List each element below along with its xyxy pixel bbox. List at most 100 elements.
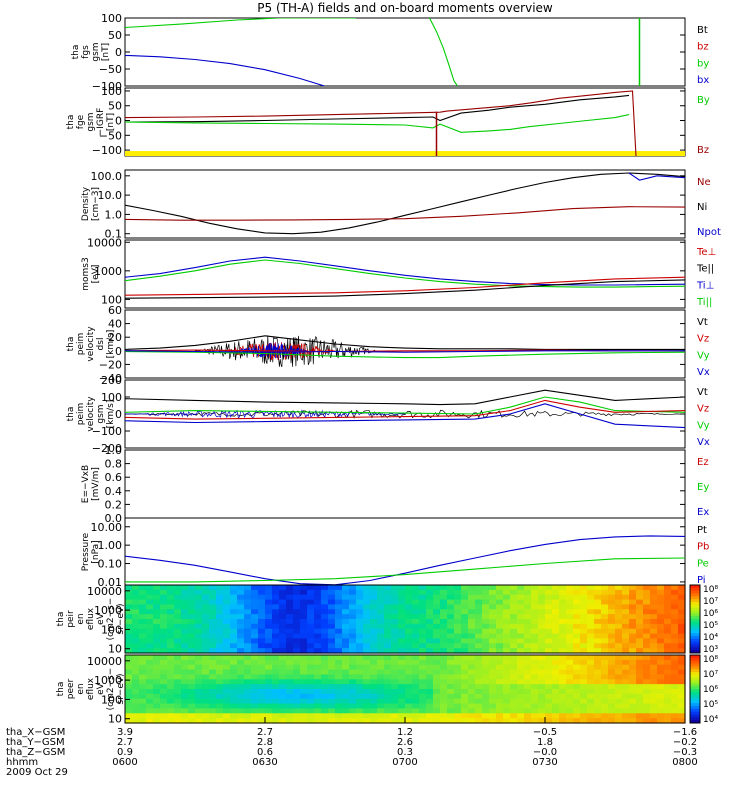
- spectrogram-cell: [293, 718, 301, 724]
- spectrogram-cell: [132, 679, 140, 685]
- spectrogram-cell: [615, 655, 623, 661]
- spectrogram-cell: [223, 684, 231, 690]
- spectrogram-cell: [139, 589, 147, 596]
- spectrogram-cell: [426, 674, 434, 680]
- spectrogram-cell: [195, 599, 203, 606]
- spectrogram-cell: [545, 619, 553, 625]
- spectrogram-cell: [580, 679, 588, 685]
- spectrogram-cell: [657, 669, 665, 676]
- spectrogram-cell: [125, 589, 133, 596]
- spectrogram-cell: [580, 638, 588, 644]
- spectrogram-cell: [384, 659, 392, 666]
- spectrogram-cell: [202, 693, 210, 700]
- panel-frame: [124, 169, 686, 239]
- spectrogram-cell: [524, 703, 532, 710]
- spectrogram-cell: [181, 638, 189, 644]
- spectrogram-cell: [286, 689, 294, 695]
- spectrogram-cell: [377, 623, 385, 630]
- spectrogram-cell: [426, 679, 434, 685]
- spectrogram-cell: [188, 659, 196, 666]
- spectrogram-cell: [531, 604, 539, 610]
- spectrogram-cell: [209, 718, 217, 724]
- spectrogram-cell: [321, 604, 329, 610]
- spectrogram-cell: [559, 638, 567, 644]
- spectrogram-cell: [475, 623, 483, 630]
- spectrogram-cell: [454, 609, 462, 615]
- y-tick-label: 50: [108, 100, 122, 113]
- spectrogram-cell: [601, 628, 609, 635]
- spectrogram-cell: [545, 674, 553, 680]
- spectrogram-cell: [160, 684, 168, 690]
- spectrogram-cell: [321, 693, 329, 700]
- spectrogram-cell: [363, 664, 371, 671]
- spectrogram-cell: [636, 718, 644, 724]
- spectrogram-cell: [664, 628, 672, 635]
- spectrogram-cell: [223, 659, 231, 666]
- spectrogram-cell: [139, 623, 147, 630]
- spectrogram-cell: [671, 713, 679, 719]
- y-tick-label: 0: [115, 115, 122, 128]
- spectrogram-cell: [237, 614, 245, 620]
- spectrogram-cell: [629, 628, 637, 635]
- spectrogram-cell: [566, 718, 574, 724]
- spectrogram-cell: [524, 604, 532, 610]
- spectrogram-cell: [167, 604, 175, 610]
- spectrogram-cell: [272, 609, 280, 615]
- spectrogram-cell: [552, 633, 560, 640]
- legend-bx: bx: [697, 75, 709, 86]
- spectrogram-cell: [181, 718, 189, 724]
- spectrogram-cell: [559, 659, 567, 666]
- spectrogram-cell: [664, 609, 672, 615]
- spectrogram-cell: [342, 718, 350, 724]
- spectrogram-cell: [580, 614, 588, 620]
- spectrogram-cell: [475, 638, 483, 644]
- spectrogram-cell: [510, 655, 518, 661]
- spectrogram-cell: [251, 599, 259, 606]
- spectrogram-cell: [447, 718, 455, 724]
- spectrogram-cell: [244, 703, 252, 710]
- spectrogram-cell: [573, 698, 581, 705]
- spectrogram-cell: [188, 643, 196, 649]
- spectrogram-cell: [384, 628, 392, 635]
- spectrogram-cell: [398, 643, 406, 649]
- spectrogram-cell: [328, 614, 336, 620]
- spectrogram-cell: [132, 628, 140, 635]
- spectrogram-cell: [482, 703, 490, 710]
- spectrogram-cell: [202, 684, 210, 690]
- spectrogram-cell: [167, 659, 175, 666]
- spectrogram-cell: [223, 633, 231, 640]
- spectrogram-cell: [433, 589, 441, 596]
- spectrogram-cell: [174, 669, 182, 676]
- spectrogram-cell: [573, 599, 581, 606]
- spectrogram-cell: [370, 703, 378, 710]
- spectrogram-cell: [342, 599, 350, 606]
- spectrogram-cell: [174, 703, 182, 710]
- spectrogram-cell: [447, 589, 455, 596]
- spectrogram-cell: [503, 643, 511, 649]
- y-tick-label: −100: [92, 80, 122, 93]
- spectrogram-cell: [237, 698, 245, 705]
- y-axis-label: tha peim velocity dsl [km/s]: [66, 326, 116, 362]
- y-tick-label: 100: [101, 391, 122, 404]
- spectrogram-cell: [559, 674, 567, 680]
- spectrogram-cell: [209, 713, 217, 719]
- spectrogram-cell: [188, 585, 196, 591]
- spectrogram-cell: [349, 643, 357, 649]
- spectrogram-cell: [657, 623, 665, 630]
- spectrogram-cell: [293, 659, 301, 666]
- spectrogram-cell: [405, 638, 413, 644]
- legend-Pe: Pe: [697, 558, 709, 569]
- spectrogram-cell: [671, 609, 679, 615]
- spectrogram-cell: [181, 703, 189, 710]
- spectrogram-cell: [356, 643, 364, 649]
- spectrogram-cell: [209, 703, 217, 710]
- spectrogram-cell: [475, 664, 483, 671]
- spectrogram-cell: [153, 585, 161, 591]
- spectrogram-cell: [265, 684, 273, 690]
- spectrogram-cell: [447, 585, 455, 591]
- spectrogram-cell: [440, 655, 448, 661]
- spectrogram-cell: [426, 604, 434, 610]
- spectrogram-cell: [629, 708, 637, 714]
- spectrogram-cell: [643, 703, 651, 710]
